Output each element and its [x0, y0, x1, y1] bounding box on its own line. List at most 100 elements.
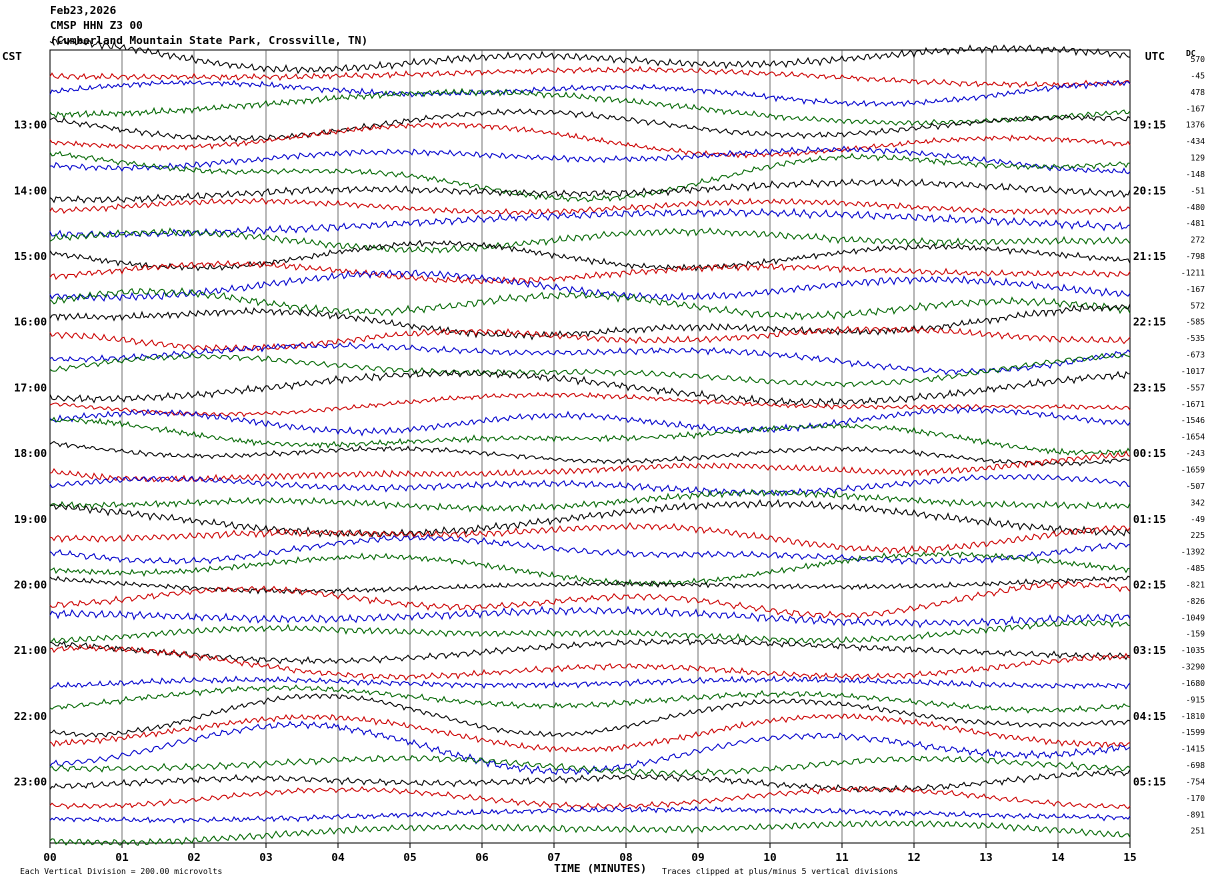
dc-offset-label: -167 — [1186, 104, 1205, 113]
left-hour-labels: 13:00 14:00 15:00 16:00 17:00 18:00 19:00 20:00… — [14, 119, 47, 789]
dc-offset-label: -1017 — [1181, 367, 1205, 376]
dc-offset-label: -1680 — [1181, 679, 1205, 688]
trace-lines — [49, 38, 1131, 847]
dc-offset-label: -891 — [1186, 810, 1205, 819]
trace-line — [49, 785, 1131, 811]
trace-line — [49, 522, 1131, 555]
dc-offset-label: -1035 — [1181, 646, 1205, 655]
trace-line — [49, 287, 1131, 321]
cst-hour-label: 20:00 — [14, 578, 47, 591]
utc-hour-label: 03:15 — [1133, 644, 1166, 657]
cst-hour-label: 13:00 — [14, 119, 47, 132]
utc-hour-label: 21:15 — [1133, 250, 1166, 263]
trace-line — [49, 550, 1131, 587]
x-tick-label: 10 — [763, 851, 776, 864]
trace-line — [49, 391, 1131, 418]
x-tick-label: 14 — [1051, 851, 1065, 864]
dc-offset-label: -1049 — [1181, 613, 1205, 622]
trace-line — [49, 260, 1131, 285]
cst-hour-label: 14:00 — [14, 184, 47, 197]
trace-line — [49, 227, 1131, 254]
trace-line — [49, 122, 1131, 159]
cst-hour-label: 23:00 — [14, 775, 47, 788]
trace-line — [49, 369, 1131, 408]
dc-offset-label: 225 — [1191, 531, 1206, 540]
plot-frame — [49, 49, 1131, 844]
dc-offset-label: -698 — [1186, 761, 1205, 770]
dc-offset-label: -507 — [1186, 482, 1205, 491]
trace-line — [49, 473, 1131, 497]
dc-offset-label: -3290 — [1181, 663, 1205, 672]
dc-offset-label: 342 — [1191, 498, 1206, 507]
x-tick-label: 00 — [43, 851, 56, 864]
dc-offset-label: 1376 — [1186, 121, 1205, 130]
trace-line — [49, 341, 1131, 376]
x-tick-label: 07 — [547, 851, 560, 864]
trace-line — [49, 713, 1131, 753]
dc-offset-label: -480 — [1186, 203, 1205, 212]
trace-line — [49, 488, 1131, 513]
x-tick-label: 01 — [115, 851, 129, 864]
dc-offset-label: -557 — [1186, 383, 1205, 392]
trace-line — [49, 684, 1131, 714]
dc-offset-label: -167 — [1186, 285, 1205, 294]
trace-line — [49, 720, 1131, 776]
utc-hour-label: 02:15 — [1133, 578, 1166, 591]
trace-line — [49, 580, 1131, 619]
trace-line — [49, 269, 1131, 302]
utc-hour-label: 23:15 — [1133, 381, 1166, 394]
dc-offset-label: 570 — [1191, 55, 1206, 64]
cst-hour-label: 17:00 — [14, 381, 47, 394]
utc-hour-label: 19:15 — [1133, 119, 1166, 132]
cst-hour-label: 22:00 — [14, 710, 47, 723]
utc-hour-label: 20:15 — [1133, 184, 1166, 197]
trace-line — [49, 405, 1131, 437]
trace-line — [49, 325, 1131, 353]
dc-offset-label: -481 — [1186, 219, 1205, 228]
trace-line — [49, 805, 1131, 824]
x-tick-label: 11 — [835, 851, 849, 864]
dc-offset-label: -243 — [1186, 449, 1205, 458]
trace-line — [49, 643, 1131, 681]
cst-axis-title: CST — [2, 50, 22, 63]
cst-hour-label: 18:00 — [14, 447, 47, 460]
dc-offset-label: -673 — [1186, 351, 1205, 360]
dc-offset-label: -159 — [1186, 630, 1205, 639]
dc-offset-label: -1810 — [1181, 712, 1205, 721]
cst-hour-label: 15:00 — [14, 250, 47, 263]
dc-title: DC — [1186, 49, 1196, 58]
dc-offset-label: -49 — [1191, 515, 1206, 524]
dc-offset-label: -535 — [1186, 334, 1205, 343]
trace-line — [49, 108, 1131, 143]
trace-line — [49, 605, 1131, 629]
footer-clip-note: Traces clipped at plus/minus 5 vertical … — [662, 867, 898, 876]
trace-line — [49, 440, 1131, 467]
trace-line — [49, 197, 1131, 216]
trace-line — [49, 620, 1131, 644]
trace-line — [49, 352, 1131, 388]
x-tick-label: 09 — [691, 851, 704, 864]
x-tick-label: 12 — [907, 851, 920, 864]
right-hour-labels: 19:15 20:15 21:15 22:15 23:15 00:15 01:15 02:15… — [1133, 119, 1166, 789]
trace-line — [49, 239, 1131, 272]
dc-offset-label: -1599 — [1181, 728, 1205, 737]
x-axis-label: TIME (MINUTES) — [554, 862, 647, 875]
dc-offset-label: -1546 — [1181, 416, 1205, 425]
x-tick-label: 02 — [187, 851, 200, 864]
x-tick-label: 03 — [259, 851, 272, 864]
dc-offset-label: 129 — [1191, 154, 1206, 163]
trace-line — [49, 178, 1131, 204]
dc-offset-label: -51 — [1191, 186, 1206, 195]
trace-line — [49, 754, 1131, 778]
dc-offset-label: -170 — [1186, 794, 1205, 803]
trace-line — [49, 145, 1131, 175]
x-tick-label: 08 — [619, 851, 632, 864]
trace-line — [49, 450, 1131, 483]
dc-offset-label: -826 — [1186, 597, 1205, 606]
x-tick-label: 13 — [979, 851, 992, 864]
utc-axis-title: UTC — [1145, 50, 1165, 63]
cst-hour-label: 16:00 — [14, 316, 47, 329]
dc-offset-label: 272 — [1191, 236, 1206, 245]
header-date: Feb23,2026 — [50, 4, 117, 17]
trace-line — [49, 65, 1131, 89]
